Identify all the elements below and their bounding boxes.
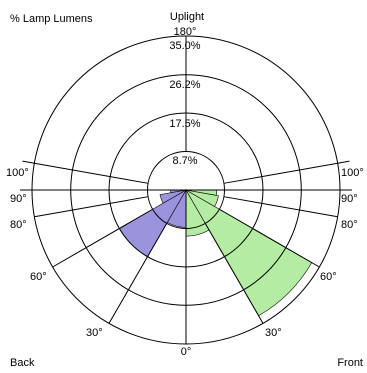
angle-label-right-30: 30° [265, 327, 282, 339]
angle-label-0: 0° [181, 346, 192, 358]
grid-ray-100-right [224, 163, 338, 183]
corner-label-lamp-lumens: % Lamp Lumens [10, 13, 93, 25]
ring-label-2: 17.5% [169, 118, 200, 130]
angle-label-right-80: 80° [341, 219, 358, 231]
grid-ray-80-left [34, 197, 148, 217]
ring-label-4: 35.0% [169, 40, 200, 52]
corner-label-uplight: Uplight [170, 11, 204, 23]
ring-label-3: 26.2% [169, 79, 200, 91]
angle-label-left-90: 90° [10, 193, 27, 205]
angle-label-180: 180° [174, 26, 197, 38]
angle-label-left-60: 60° [30, 271, 47, 283]
angle-label-right-60: 60° [320, 271, 337, 283]
angle-label-right-100: 100° [341, 167, 364, 179]
corner-label-front: Front [337, 357, 363, 369]
angle-label-left-30: 30° [86, 327, 103, 339]
angle-label-left-100: 100° [6, 167, 29, 179]
grid-ray-80-right [224, 197, 338, 217]
angle-label-left-80: 80° [10, 219, 27, 231]
ring-label-1: 8.7% [172, 155, 197, 167]
grid-ray-ext-100-right [338, 161, 350, 163]
angle-label-right-90: 90° [341, 193, 358, 205]
grid-ray-ext-100-left [23, 161, 35, 163]
corner-label-back: Back [10, 357, 35, 369]
grid-ray-100-left [34, 163, 148, 183]
